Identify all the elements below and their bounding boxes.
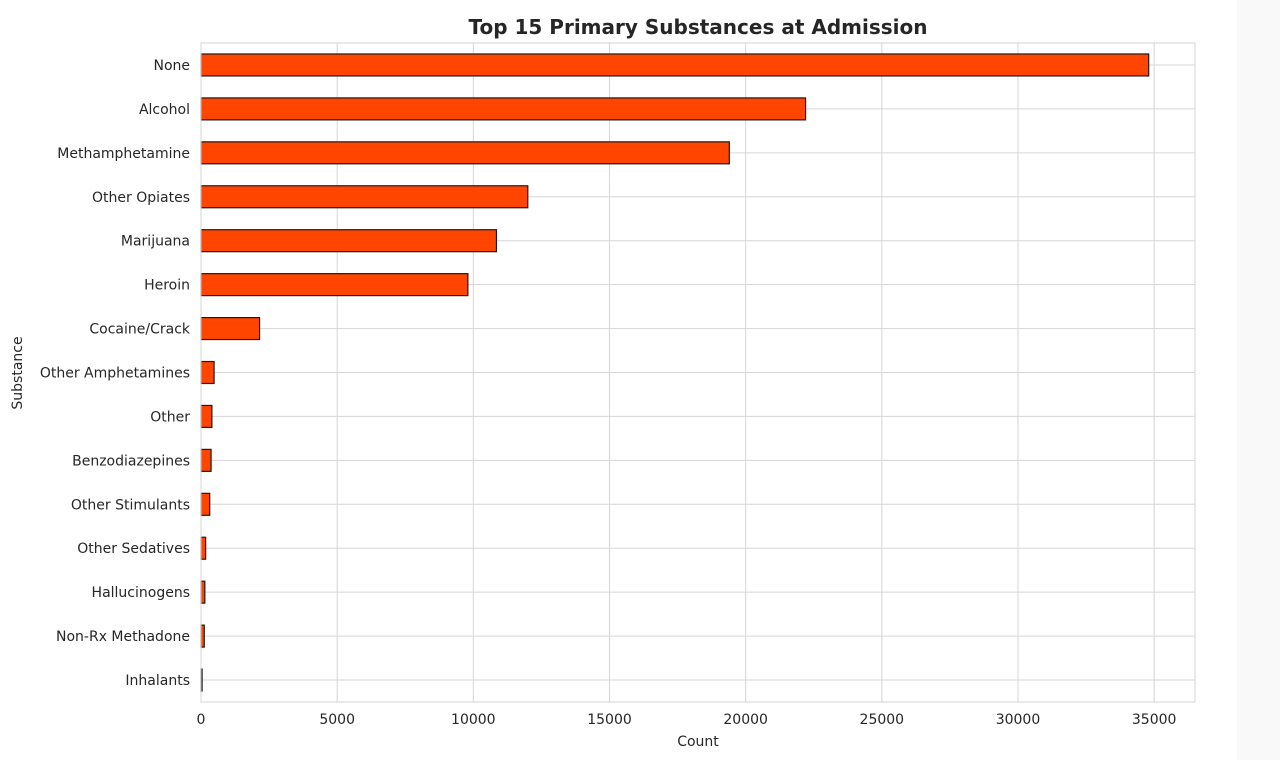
y-tick-label: Alcohol (139, 102, 190, 118)
y-tick-label: Non-Rx Methadone (56, 629, 190, 645)
bar-other-amphetamines (200, 360, 215, 385)
bar-layer (200, 53, 1150, 692)
bar-cocaine-crack (200, 316, 261, 341)
y-tick-label: None (153, 58, 190, 74)
y-tick-labels: None Alcohol Methamphetamine Other Opiates M… (40, 58, 191, 689)
y-tick-label: Inhalants (125, 673, 190, 689)
bar-hallucinogens (200, 580, 206, 604)
chart-title: Top 15 Primary Substances at Admission (469, 15, 928, 39)
x-tick-label: 35000 (1132, 712, 1177, 728)
y-tick-label: Cocaine/Crack (89, 322, 191, 338)
y-tick-label: Other Amphetamines (40, 366, 190, 382)
x-tick-label: 20000 (723, 712, 768, 728)
x-tick-label: 30000 (996, 712, 1041, 728)
y-tick-label: Other Sedatives (77, 541, 190, 557)
bar-methamphetamine (200, 141, 730, 165)
y-tick-label: Other Stimulants (71, 497, 190, 513)
y-axis-label: Substance (10, 336, 26, 409)
x-tick-label: 15000 (587, 712, 632, 728)
x-tick-label: 0 (197, 712, 206, 728)
bar-other (200, 404, 213, 429)
x-tick-label: 5000 (319, 712, 355, 728)
x-axis-label: Count (677, 734, 719, 750)
bar-other-stimulants (200, 492, 211, 516)
y-tick-label: Other (150, 409, 190, 425)
bar-heroin (200, 273, 469, 297)
y-tick-label: Other Opiates (92, 190, 190, 206)
bar-alcohol (200, 97, 807, 121)
y-tick-label: Benzodiazepines (72, 453, 190, 469)
bar-other-opiates (200, 185, 529, 209)
y-tick-label: Methamphetamine (57, 146, 190, 162)
bar-none (200, 53, 1150, 77)
bar-marijuana (200, 229, 498, 253)
y-tick-label: Hallucinogens (92, 585, 190, 601)
x-tick-labels: 0 5000 10000 15000 20000 25000 30000 35000 (197, 712, 1177, 728)
right-margin-strip (1237, 0, 1280, 760)
x-tick-label: 25000 (860, 712, 905, 728)
plot-frame (200, 42, 1196, 703)
y-tick-label: Marijuana (121, 234, 190, 250)
y-tick-label: Heroin (144, 278, 190, 294)
bar-benzodiazepines (200, 448, 212, 472)
x-tick-label: 10000 (451, 712, 496, 728)
bar-other-sedatives (200, 536, 207, 560)
